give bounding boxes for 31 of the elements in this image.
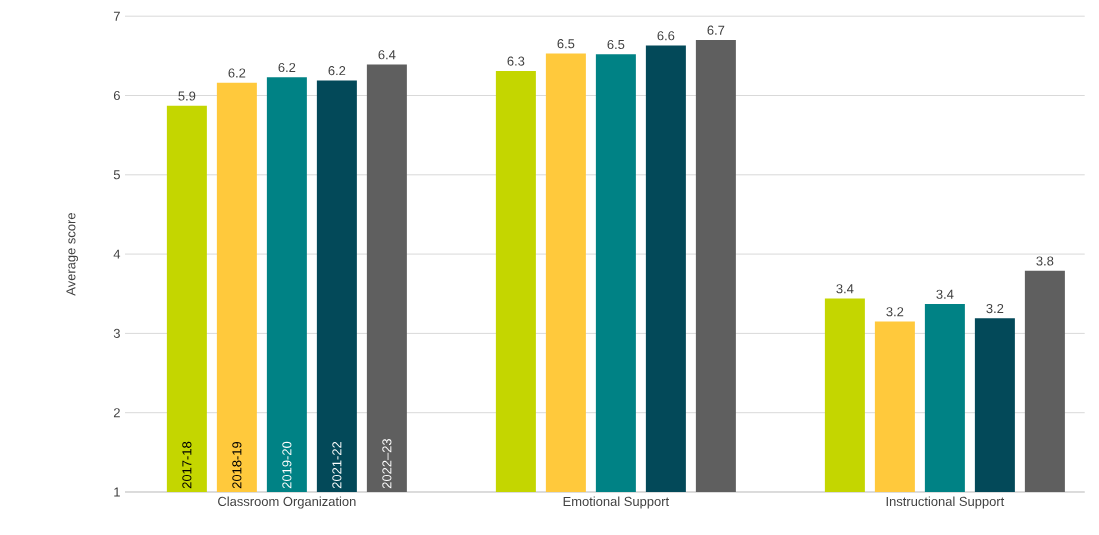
data-label: 6.2 <box>228 68 246 78</box>
data-label: 6.5 <box>557 39 575 49</box>
y-tick-label: 1 <box>114 487 120 497</box>
y-tick-label: 7 <box>113 11 120 21</box>
data-label: 6.2 <box>328 66 346 76</box>
y-tick-label: 6 <box>113 90 120 101</box>
y-axis-title: Average score <box>66 213 79 296</box>
series-label: 2018-19 <box>232 441 242 489</box>
y-tick-label: 4 <box>113 249 121 259</box>
data-label: 6.3 <box>507 56 525 66</box>
data-label: 6.4 <box>378 50 396 60</box>
y-tick-label: 2 <box>113 408 120 418</box>
y-tick-label: 3 <box>113 328 120 338</box>
data-label: 3.4 <box>936 289 954 299</box>
data-label: 6.2 <box>278 62 296 73</box>
data-label: 6.5 <box>607 39 625 50</box>
x-tick-label: Emotional Support <box>563 496 670 509</box>
data-label: 5.9 <box>178 91 196 101</box>
x-tick-label: Classroom Organization <box>218 496 356 509</box>
data-label: 3.2 <box>986 303 1004 314</box>
series-label: 2021-22 <box>332 441 342 489</box>
data-label: 3.2 <box>886 307 904 317</box>
series-label: 2022–23 <box>382 438 392 489</box>
data-label: 3.8 <box>1036 256 1054 266</box>
series-label: 2019-20 <box>282 441 292 489</box>
data-label: 6.6 <box>657 31 675 41</box>
data-label: 3.4 <box>836 284 854 294</box>
series-label: 2017-18 <box>182 441 192 489</box>
x-tick-label: Instructional Support <box>886 496 1005 509</box>
y-tick-label: 5 <box>113 170 120 180</box>
data-label: 6.7 <box>707 25 725 35</box>
